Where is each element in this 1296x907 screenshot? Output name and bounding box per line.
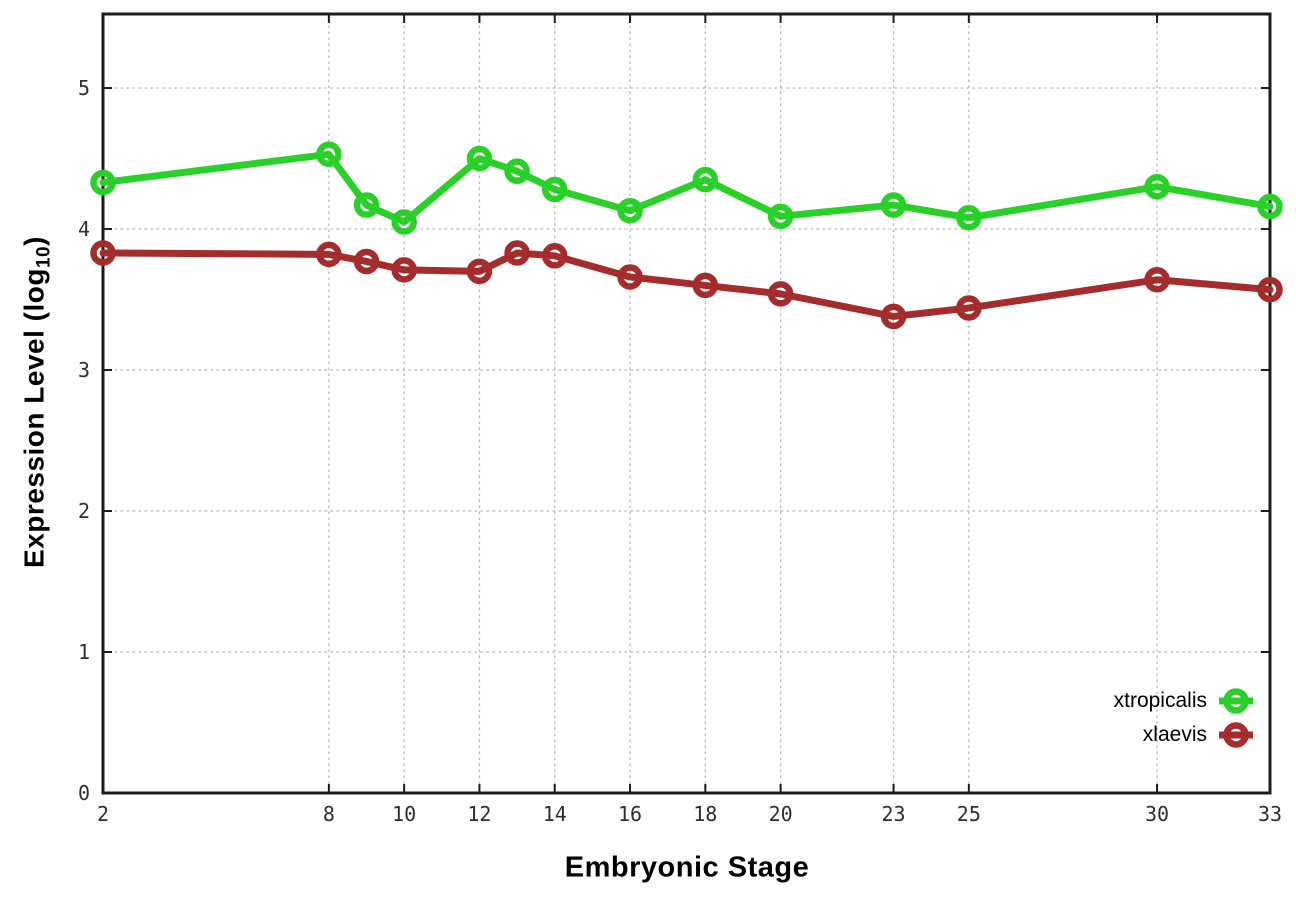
legend-marker-icon-xlaevis [1219,721,1253,748]
data-point-xtropicalis [692,166,719,193]
y-axis-label: Expression Level (log10) [19,236,56,568]
data-point-xlaevis [767,281,794,307]
data-point-xlaevis [504,240,530,266]
data-point-xtropicalis [767,203,794,230]
x-axis-label: Embryonic Stage [564,851,810,884]
y-axis-label-text: Expression Level (log [18,268,50,568]
data-point-xtropicalis [466,145,493,172]
data-point-xlaevis [90,240,116,266]
data-point-xlaevis [692,272,719,299]
legend: xtropicalis xlaevis [1114,685,1254,750]
series-line-xtropicalis [99,150,1274,226]
y-axis-label-subscript: 10 [33,245,55,269]
data-point-xlaevis [391,257,417,283]
x-tick-label: 33 [1258,802,1282,826]
x-tick-label: 30 [1145,802,1169,826]
data-point-xlaevis [1257,276,1283,303]
data-point-xlaevis [956,295,982,321]
x-tick-label: 12 [467,802,491,826]
x-tick-label: 10 [392,802,416,826]
data-point-xlaevis [541,243,568,269]
data-point-xtropicalis [90,169,116,196]
x-tick-label: 14 [543,802,567,826]
data-point-xlaevis [353,248,380,275]
data-point-xtropicalis [353,192,380,218]
legend-marker-icon-xtropicalis [1219,687,1253,714]
data-point-xtropicalis [617,197,643,224]
legend-item-xtropicalis: xtropicalis [1114,685,1254,716]
legend-item-xlaevis: xlaevis [1143,719,1254,750]
x-tick-label: 18 [693,802,717,826]
data-point-xtropicalis [504,158,530,184]
data-point-xlaevis [466,258,493,285]
data-point-xtropicalis [956,204,982,231]
x-tick-label: 8 [323,802,335,826]
y-tick-label: 5 [78,76,90,100]
y-tick-label: 2 [78,499,90,523]
y-tick-label: 4 [78,217,90,241]
x-tick-label: 25 [957,802,981,826]
legend-label-xtropicalis: xtropicalis [1113,688,1207,712]
data-point-xtropicalis [316,141,342,168]
y-tick-label: 0 [78,781,90,805]
series-line-xlaevis [99,249,1274,320]
plot-border [101,12,1272,795]
x-tick-label: 23 [882,802,906,826]
data-point-xtropicalis [541,176,568,203]
data-point-xtropicalis [1144,173,1170,200]
x-tick-label: 2 [97,802,109,826]
data-point-xtropicalis [1257,193,1283,220]
y-tick-label: 3 [78,358,90,382]
x-tick-label: 20 [769,802,793,826]
data-point-xlaevis [617,264,643,290]
data-point-xlaevis [316,241,342,268]
x-tick-label: 16 [618,802,642,826]
data-point-xlaevis [1144,267,1170,293]
y-axis-label-suffix: ) [18,236,50,246]
data-point-xtropicalis [880,192,907,218]
legend-label-xlaevis: xlaevis [1142,722,1207,746]
data-point-xlaevis [880,303,907,330]
y-tick-label: 1 [78,640,90,664]
data-point-xtropicalis [391,209,417,235]
